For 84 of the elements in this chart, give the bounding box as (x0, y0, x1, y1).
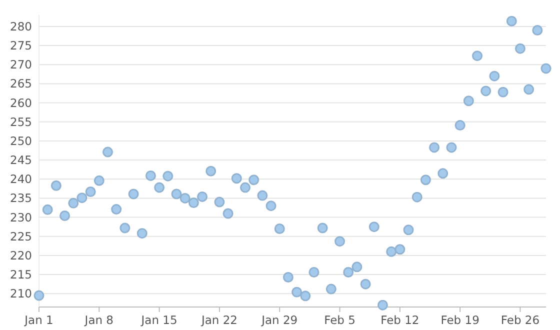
x-tick-label: Jan 15 (140, 313, 178, 327)
point (498, 86, 508, 98)
y-tick-label: 270 (10, 58, 32, 72)
x-tick-label: Jan 22 (200, 313, 238, 327)
point (231, 173, 242, 184)
point (111, 204, 122, 215)
point (68, 198, 79, 208)
x-tick-label: Jan 8 (84, 313, 114, 327)
point (463, 96, 474, 106)
point (352, 262, 362, 272)
point (120, 222, 130, 234)
point (454, 120, 466, 131)
point (514, 43, 526, 54)
point (180, 192, 190, 204)
point (257, 190, 268, 201)
y-tick-label: 245 (10, 153, 32, 168)
point (188, 198, 199, 208)
point (292, 286, 302, 298)
point (420, 174, 431, 186)
point (540, 63, 552, 74)
y-tick-label: 255 (10, 114, 32, 129)
point (94, 175, 104, 186)
point (403, 224, 414, 236)
point (85, 186, 96, 197)
point (128, 188, 139, 200)
x-tick-label: Feb 19 (440, 313, 480, 327)
x-tick-label: Feb 26 (500, 313, 540, 327)
point (446, 142, 457, 153)
point (266, 200, 276, 212)
point (76, 192, 88, 204)
point (334, 236, 346, 247)
point (438, 168, 448, 179)
y-tick-label: 210 (10, 286, 32, 301)
point (136, 228, 148, 239)
point (34, 290, 44, 301)
y-tick-label: 215 (10, 268, 32, 282)
x-tick-label: Feb 5 (324, 313, 356, 327)
y-tick-label: 230 (10, 210, 32, 224)
point (394, 244, 406, 255)
y-tick-label: 250 (10, 134, 32, 148)
point (60, 210, 70, 222)
point (489, 70, 500, 82)
point (524, 84, 534, 95)
y-tick-label: 225 (10, 229, 32, 244)
x-tick-label: Jan 1 (24, 313, 54, 327)
point (506, 16, 517, 26)
point (412, 192, 422, 202)
point (145, 170, 156, 181)
point (343, 267, 354, 278)
point (472, 50, 483, 62)
point (377, 300, 388, 310)
point (480, 86, 492, 96)
point (42, 204, 53, 215)
point (360, 278, 371, 290)
point (240, 182, 250, 193)
point (326, 284, 336, 294)
y-tick-label: 240 (10, 172, 32, 186)
point (154, 182, 165, 193)
point (171, 188, 182, 200)
y-tick-label: 235 (10, 191, 32, 206)
point (162, 170, 174, 182)
x-tick-label: Feb 12 (380, 313, 420, 327)
point (214, 196, 225, 208)
point (197, 191, 208, 202)
x-tick-label: Jan 29 (260, 313, 298, 327)
point (317, 222, 328, 234)
point (532, 25, 543, 36)
y-tick-label: 280 (10, 19, 32, 34)
point (206, 166, 216, 176)
y-tick-label: 220 (10, 248, 32, 262)
y-tick-label: 265 (10, 76, 32, 91)
point (102, 146, 113, 158)
point (50, 180, 62, 191)
point (368, 222, 380, 232)
point (308, 267, 320, 278)
point (429, 142, 440, 153)
y-tick-label: 275 (10, 38, 32, 53)
point (386, 246, 397, 257)
point (282, 272, 294, 282)
point (300, 290, 311, 302)
y-tick-label: 260 (10, 96, 32, 110)
point (222, 208, 234, 219)
point (248, 174, 260, 186)
point (274, 224, 285, 234)
